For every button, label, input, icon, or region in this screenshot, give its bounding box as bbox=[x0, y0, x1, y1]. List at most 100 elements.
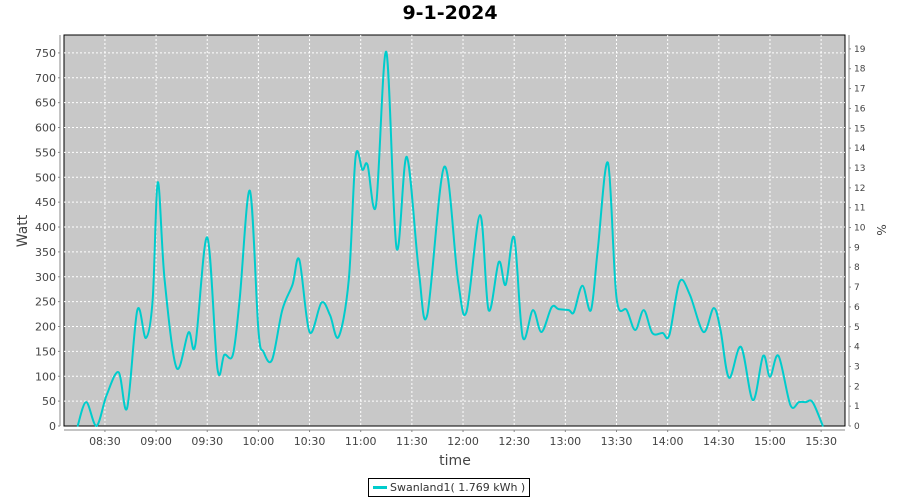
data-point bbox=[76, 425, 79, 427]
y-tick-label: 550 bbox=[35, 146, 56, 159]
y2-tick-label: 15 bbox=[854, 124, 865, 134]
data-point bbox=[769, 375, 771, 378]
x-axis-label: time bbox=[439, 453, 471, 469]
y2-tick-label: 11 bbox=[854, 204, 865, 214]
data-point bbox=[308, 331, 311, 333]
x-tick-label: 10:30 bbox=[294, 435, 326, 448]
data-point bbox=[249, 189, 251, 192]
y2-tick-label: 17 bbox=[854, 85, 865, 95]
series-line-0 bbox=[76, 50, 824, 428]
data-point bbox=[395, 247, 398, 249]
y2-tick-label: 14 bbox=[854, 144, 866, 154]
data-point bbox=[532, 309, 534, 311]
data-point bbox=[651, 332, 654, 334]
y-tick-label: 650 bbox=[35, 97, 56, 110]
x-axis: 08:30 09:00 09:30 10:00 10:30 11:00 11:30 12:00… bbox=[64, 429, 845, 448]
y2-axis-label: % bbox=[874, 224, 888, 235]
data-point bbox=[136, 309, 139, 311]
data-point bbox=[719, 329, 722, 331]
data-point bbox=[105, 394, 108, 396]
x-tick-label: 14:00 bbox=[652, 435, 684, 448]
x-tick-label: 15:30 bbox=[805, 435, 837, 448]
plot-background bbox=[63, 34, 846, 427]
data-point bbox=[615, 296, 618, 299]
y2-tick-label: 4 bbox=[854, 343, 860, 353]
y-tick-label: 450 bbox=[35, 196, 56, 209]
data-point bbox=[625, 309, 628, 311]
data-point bbox=[567, 309, 570, 311]
data-point bbox=[257, 329, 260, 331]
x-tick-label: 13:30 bbox=[601, 435, 633, 448]
y-tick-label: 600 bbox=[35, 122, 56, 135]
data-point bbox=[607, 162, 609, 164]
data-point bbox=[95, 425, 98, 427]
y-axis: 0 50 100 150 200 250 300 350 400 450 500 550 600 650 7… bbox=[35, 35, 61, 433]
y-tick-label: 750 bbox=[35, 47, 56, 60]
y-tick-label: 100 bbox=[35, 370, 56, 383]
series-layer bbox=[76, 50, 824, 428]
data-point bbox=[271, 359, 273, 361]
data-point bbox=[262, 351, 265, 353]
y-tick-label: 150 bbox=[35, 345, 56, 358]
data-point bbox=[151, 298, 154, 301]
data-point bbox=[479, 214, 481, 216]
data-point bbox=[223, 354, 226, 356]
data-point bbox=[668, 334, 671, 336]
data-point bbox=[85, 401, 87, 403]
y2-tick-label: 2 bbox=[854, 382, 860, 392]
data-point bbox=[590, 309, 592, 311]
data-point bbox=[777, 355, 780, 357]
data-point bbox=[702, 331, 705, 333]
y2-tick-label: 19 bbox=[854, 45, 866, 55]
x-tick-label: 15:00 bbox=[754, 435, 786, 448]
data-point bbox=[385, 51, 388, 53]
y2-tick-label: 1 bbox=[854, 402, 860, 412]
data-point bbox=[216, 367, 219, 370]
x-tick-label: 10:00 bbox=[243, 435, 275, 448]
y-tick-label: 500 bbox=[35, 171, 56, 184]
data-point bbox=[557, 308, 560, 310]
y2-tick-label: 16 bbox=[854, 104, 866, 114]
data-point bbox=[145, 337, 147, 339]
data-point bbox=[175, 366, 178, 369]
x-tick-label: 12:00 bbox=[447, 435, 479, 448]
data-point bbox=[329, 314, 331, 316]
data-point bbox=[642, 309, 645, 311]
y-tick-label: 0 bbox=[49, 420, 56, 433]
data-point bbox=[540, 331, 543, 333]
data-point bbox=[678, 280, 681, 283]
y-tick-label: 250 bbox=[35, 296, 56, 309]
data-point bbox=[375, 204, 377, 206]
data-point bbox=[281, 309, 284, 311]
x-tick-label: 13:00 bbox=[549, 435, 581, 448]
x-tick-label: 14:30 bbox=[703, 435, 735, 448]
data-point bbox=[822, 425, 824, 427]
y-axis-label: Watt bbox=[15, 214, 31, 247]
data-point bbox=[740, 346, 742, 348]
data-point bbox=[762, 355, 764, 357]
gridlines bbox=[64, 35, 845, 426]
data-point bbox=[298, 259, 301, 261]
y2-tick-label: 3 bbox=[854, 362, 860, 372]
x-tick-label: 09:30 bbox=[191, 435, 223, 448]
data-point bbox=[163, 278, 166, 281]
data-point bbox=[337, 336, 340, 338]
y-tick-label: 350 bbox=[35, 246, 56, 259]
data-point bbox=[661, 332, 664, 334]
data-point bbox=[487, 309, 490, 311]
data-point bbox=[811, 401, 814, 403]
data-point bbox=[291, 283, 294, 286]
y2-tick-label: 9 bbox=[854, 243, 860, 253]
data-point bbox=[354, 156, 357, 158]
data-point bbox=[417, 268, 420, 271]
data-point bbox=[347, 278, 350, 281]
x-tick-label: 09:00 bbox=[140, 435, 172, 448]
data-point bbox=[581, 284, 584, 287]
data-point bbox=[405, 156, 408, 158]
data-point bbox=[634, 329, 637, 331]
data-point bbox=[117, 371, 120, 374]
x-tick-label: 11:30 bbox=[396, 435, 428, 448]
